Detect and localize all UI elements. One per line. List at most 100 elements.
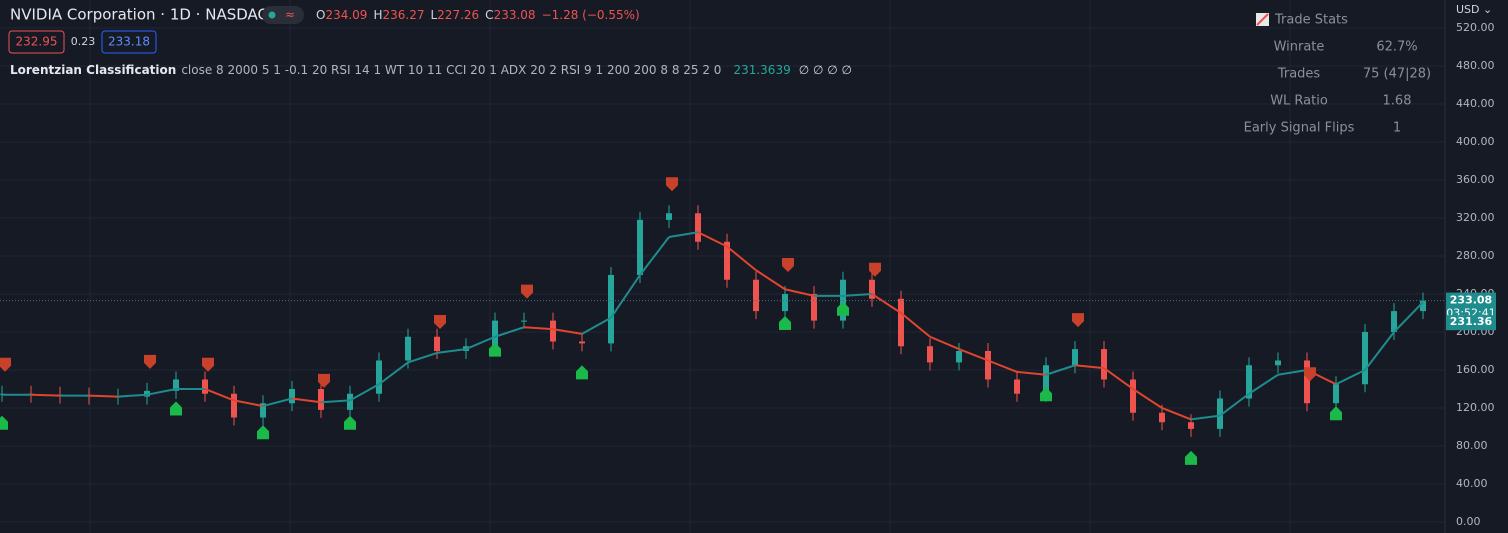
candle-body	[231, 393, 237, 418]
grid	[0, 0, 1445, 533]
kernel-segment	[523, 326, 554, 331]
candle-body	[811, 294, 817, 321]
ohlc-key: C	[485, 8, 493, 22]
candle-body	[637, 219, 643, 276]
sell-signal	[782, 258, 794, 273]
kernel-segment	[929, 335, 960, 351]
candle-body	[376, 360, 382, 394]
buy-signal	[344, 415, 356, 430]
symbol-title: NVIDIA Corporation · 1D · NASDAQ	[10, 6, 269, 24]
buy-signal	[1330, 406, 1342, 421]
kernel-segment	[1364, 331, 1395, 371]
candle-body	[1101, 349, 1107, 380]
sell-signal	[0, 357, 11, 372]
candle-body	[782, 294, 788, 312]
y-tick-label: 320.00	[1456, 211, 1495, 224]
stats-value: 1	[1393, 121, 1401, 136]
ohlc-key: H	[373, 8, 382, 22]
kernel-segment	[1103, 367, 1134, 390]
candle-body	[173, 379, 179, 391]
candle-body	[318, 388, 324, 410]
kernel-segment	[291, 397, 322, 404]
y-tick-label: 80.00	[1456, 439, 1488, 452]
last-price: 233.08	[1450, 294, 1492, 307]
ohlc-key: O	[316, 8, 325, 22]
ohlc-change: −1.28 (−0.55%)	[542, 8, 640, 22]
kernel-segment	[610, 274, 641, 319]
sell-signal	[318, 373, 330, 388]
kernel-segment	[1161, 407, 1192, 421]
candle-body	[202, 379, 208, 394]
candle-body	[1362, 331, 1368, 385]
candle-body	[666, 213, 672, 220]
kernel-box	[1446, 315, 1496, 331]
stats-table: Winrate 62.7% Trades 75 (47|28) WL Ratio 1.68…	[1244, 40, 1432, 136]
candle-body	[1420, 300, 1426, 312]
kernel-segment	[958, 348, 989, 362]
kernel-segment	[581, 316, 612, 335]
bid-box[interactable]	[8, 30, 65, 54]
candle-body	[695, 213, 701, 242]
kernel-segment	[1335, 369, 1366, 386]
stats-icon-line	[1256, 13, 1269, 26]
kernel-segment	[1219, 392, 1250, 417]
indicator-extras: ∅ ∅ ∅ ∅	[799, 63, 852, 77]
buy-signal	[837, 301, 849, 316]
ohlc-value: 227.26	[437, 8, 479, 22]
kernel-segment	[88, 394, 119, 398]
kernel-segment	[146, 388, 177, 396]
sell-signal	[869, 262, 881, 277]
stats-title: Trade Stats	[1274, 13, 1348, 28]
candle-body	[985, 350, 991, 380]
candle-body	[753, 279, 759, 312]
stats-value: 62.7%	[1376, 40, 1417, 55]
candle-body	[115, 396, 121, 398]
sell-signal	[521, 284, 533, 299]
y-tick-label: 360.00	[1456, 173, 1495, 186]
buy-signal	[1040, 387, 1052, 402]
kernel-last: 231.36	[1450, 315, 1493, 328]
candle-body	[1333, 384, 1339, 404]
y-tick-label: 480.00	[1456, 59, 1495, 72]
candle-body	[289, 388, 295, 404]
stats-value: 1.68	[1383, 94, 1412, 109]
kernel-segment	[1393, 301, 1424, 333]
candle-body	[550, 320, 556, 342]
ask: 233.18	[108, 35, 150, 49]
candle-body	[1130, 379, 1136, 413]
kernel-segment	[262, 397, 293, 408]
kernel-segment	[117, 393, 148, 398]
candle-body	[1043, 365, 1049, 394]
kernel-segment	[1248, 373, 1279, 395]
candle-body	[898, 298, 904, 347]
buy-signal	[257, 425, 269, 440]
plot	[0, 177, 1445, 465]
stats-label: Winrate	[1274, 40, 1325, 55]
candle-body	[608, 275, 614, 344]
ohlc-value: 234.09	[325, 8, 367, 22]
indicator-name: Lorentzian Classification	[10, 63, 176, 77]
kernel-segment	[668, 231, 699, 238]
sell-signal	[144, 354, 156, 369]
y-tick-label: 40.00	[1456, 477, 1488, 490]
sell-signal	[1072, 313, 1084, 328]
candle-body	[1246, 365, 1252, 399]
kernel-segment	[204, 388, 235, 402]
ask-box[interactable]	[101, 30, 157, 54]
kernel-segment	[697, 231, 728, 248]
stats-label: Early Signal Flips	[1244, 121, 1355, 136]
candle-body	[492, 320, 498, 347]
kernel-segment	[378, 361, 409, 386]
candle-body	[1304, 360, 1310, 404]
sell-signal	[202, 357, 214, 372]
status-pill[interactable]	[262, 6, 304, 24]
indicator-params: close 8 2000 5 1 -0.1 20 RSI 14 1 WT 10 …	[181, 63, 721, 77]
buy-signal	[489, 342, 501, 357]
kernel-segment	[1045, 364, 1076, 376]
buy-signal	[170, 401, 182, 416]
indicator-legend: Lorentzian Classification close 8 2000 5 …	[10, 63, 852, 77]
candle-body	[1014, 379, 1020, 394]
kernel-segment	[552, 328, 583, 335]
buy-signal	[779, 316, 791, 331]
